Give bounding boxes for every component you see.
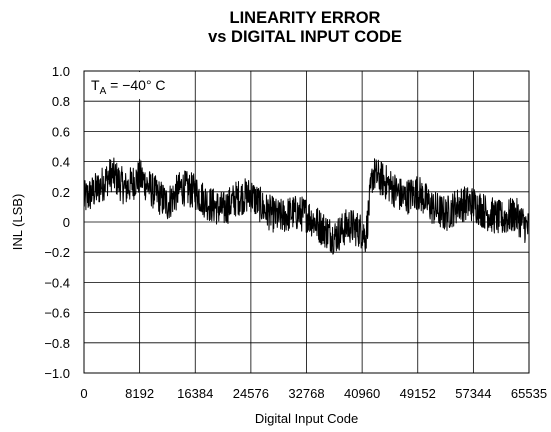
y-tick-label: −0.4 [44, 275, 70, 290]
y-tick-label: −0.8 [44, 336, 70, 351]
y-tick-label: −0.6 [44, 306, 70, 321]
y-tick-labels: 1.0 0.8 0.6 0.4 0.2 0 −0.2 −0.4 −0.6 −0.8 −1.0 [44, 64, 70, 381]
x-tick-label: 8192 [125, 386, 154, 401]
y-axis-label: INL (LSB) [10, 194, 25, 251]
chart-title-line-2: vs DIGITAL INPUT CODE [208, 28, 402, 46]
y-tick-label: 1.0 [52, 64, 70, 79]
x-axis-label: Digital Input Code [255, 411, 358, 426]
x-tick-label: 49152 [400, 386, 436, 401]
annotation-subscript: A [100, 86, 107, 97]
x-tick-labels: 0 8192 16384 24576 32768 40960 49152 57344 65535 [80, 386, 547, 401]
annotation-box [85, 72, 191, 99]
x-tick-label: 16384 [177, 386, 213, 401]
x-tick-label: 40960 [344, 386, 380, 401]
x-tick-label: 57344 [455, 386, 491, 401]
y-tick-label: 0 [63, 215, 70, 230]
annotation-text: TA = −40° C [91, 77, 166, 97]
y-tick-label: −1.0 [44, 366, 70, 381]
inl-series-line [83, 157, 530, 255]
temperature-annotation: TA = −40° C [85, 72, 191, 99]
annotation-symbol: T [91, 77, 100, 93]
y-tick-label: 0.4 [52, 155, 70, 170]
annotation-value: = −40° C [106, 77, 165, 93]
x-tick-label: 65535 [511, 386, 547, 401]
y-tick-label: 0.6 [52, 124, 70, 139]
y-tick-label: 0.8 [52, 94, 70, 109]
plot-frame [83, 70, 530, 374]
y-tick-label: −0.2 [44, 245, 70, 260]
x-tick-label: 24576 [233, 386, 269, 401]
chart-title-line-1: LINEARITY ERROR [229, 9, 381, 27]
x-tick-label: 0 [80, 386, 87, 401]
y-tick-label: 0.2 [52, 185, 70, 200]
series-layer [83, 157, 530, 255]
x-tick-label: 32768 [288, 386, 324, 401]
